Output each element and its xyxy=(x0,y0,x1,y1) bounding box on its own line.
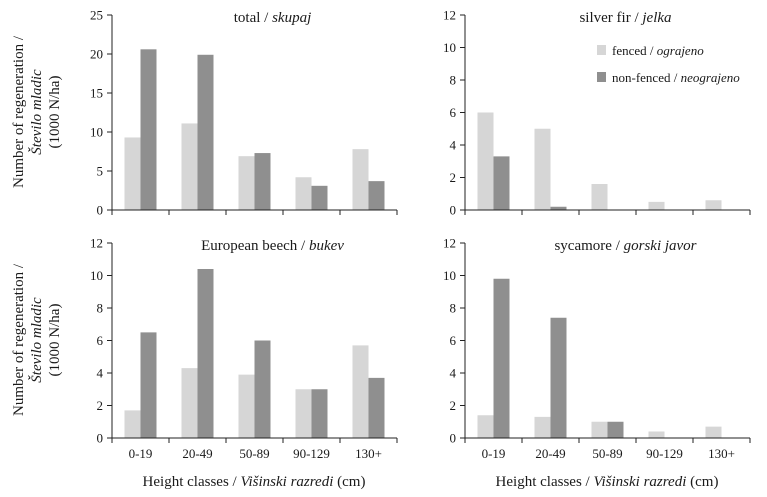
y-tick-label: 6 xyxy=(97,333,104,348)
bar-fenced-1 xyxy=(477,415,494,438)
y-tick-label: 12 xyxy=(443,236,456,251)
bar-non-fenced-1 xyxy=(493,156,510,210)
bar-fenced-2 xyxy=(534,128,551,210)
y-tick-label: 4 xyxy=(450,366,457,381)
y-tick-label: 0 xyxy=(97,431,104,446)
svg-text:Number of regeneration /: Number of regeneration / xyxy=(11,263,27,416)
bar-non-fenced-2 xyxy=(197,54,214,210)
y-tick-label: 4 xyxy=(450,138,457,153)
panel-sycamore: 0 2 4 6 8 10 12 0-19 20-49 50-89 90-129 130+ sycamor… xyxy=(443,236,751,461)
y-axis-label: Number of regeneration / Število mladic (1… xyxy=(11,35,63,188)
y-tick-label: 0 xyxy=(97,203,104,218)
svg-text:(1000 N/ha): (1000 N/ha) xyxy=(47,304,63,377)
bar-fenced-3 xyxy=(238,374,255,438)
x-axis-label: Height classes / Višinski razredi (cm) xyxy=(143,474,366,490)
y-tick-label: 25 xyxy=(90,8,103,23)
bar-fenced-5 xyxy=(352,149,369,210)
y-tick-label: 20 xyxy=(90,47,103,62)
bar-non-fenced-5 xyxy=(368,181,385,210)
bar-non-fenced-1 xyxy=(493,278,510,438)
y-tick-label: 0 xyxy=(450,203,457,218)
bar-fenced-3 xyxy=(238,156,255,210)
y-tick-label: 12 xyxy=(443,8,456,23)
bar-non-fenced-2 xyxy=(197,269,214,438)
bar-non-fenced-3 xyxy=(607,421,624,438)
x-tick-label: 0-19 xyxy=(482,446,506,461)
panel-title: total / skupaj xyxy=(234,10,312,26)
bar-fenced-4 xyxy=(648,201,665,210)
x-tick-label: 90-129 xyxy=(646,446,683,461)
bar-fenced-3 xyxy=(591,184,608,210)
bar-non-fenced-4 xyxy=(311,185,328,210)
x-tick-label: 20-49 xyxy=(535,446,565,461)
y-tick-label: 8 xyxy=(450,301,457,316)
bar-fenced-3 xyxy=(591,421,608,438)
x-tick-label: 130+ xyxy=(708,446,735,461)
panel-european-beech: 0 2 4 6 8 10 12 0-19 20-49 50-89 90-129 130+ Europea… xyxy=(90,236,398,461)
legend-swatch-non-fenced xyxy=(597,72,606,82)
legend-swatch-fenced xyxy=(597,45,606,55)
y-tick-label: 0 xyxy=(450,431,457,446)
panel-title: sycamore / gorski javor xyxy=(554,238,696,254)
y-tick-label: 10 xyxy=(90,268,103,283)
y-tick-label: 2 xyxy=(450,170,457,185)
svg-text:Število mladic: Število mladic xyxy=(28,297,45,383)
y-axis-label: Number of regeneration / Število mladic (1… xyxy=(11,263,63,416)
svg-text:(1000 N/ha): (1000 N/ha) xyxy=(47,76,63,149)
y-tick-label: 6 xyxy=(450,333,457,348)
bar-non-fenced-5 xyxy=(368,377,385,438)
svg-text:Število mladic: Število mladic xyxy=(28,69,45,155)
x-tick-label: 50-89 xyxy=(239,446,269,461)
bar-non-fenced-3 xyxy=(254,153,271,210)
bar-fenced-1 xyxy=(477,112,494,210)
bar-non-fenced-2 xyxy=(550,317,567,438)
x-tick-label: 20-49 xyxy=(182,446,212,461)
x-tick-label: 50-89 xyxy=(592,446,622,461)
panel-total: 0 5 10 15 20 25 total / skupaj xyxy=(90,8,398,218)
bar-non-fenced-1 xyxy=(140,49,157,210)
bar-fenced-4 xyxy=(295,177,312,210)
bar-fenced-5 xyxy=(352,345,369,438)
y-tick-label: 10 xyxy=(443,40,456,55)
bar-fenced-5 xyxy=(705,200,722,210)
x-tick-label: 90-129 xyxy=(293,446,330,461)
bar-non-fenced-3 xyxy=(254,340,271,438)
legend-label-fenced: fenced / ograjeno xyxy=(612,43,704,58)
panel-title: European beech / bukev xyxy=(201,238,344,254)
bar-fenced-4 xyxy=(295,389,312,438)
bar-fenced-1 xyxy=(124,410,141,438)
y-tick-label: 10 xyxy=(90,125,103,140)
bar-fenced-2 xyxy=(181,368,198,438)
y-tick-label: 12 xyxy=(90,236,103,251)
y-tick-label: 15 xyxy=(90,86,103,101)
x-axis-label: Height classes / Višinski razredi (cm) xyxy=(496,474,719,490)
x-tick-label: 130+ xyxy=(355,446,382,461)
panel-silver-fir: 0 2 4 6 8 10 12 silver fir / jelka fenced / ogra… xyxy=(443,8,751,218)
y-tick-label: 2 xyxy=(97,398,104,413)
bar-fenced-4 xyxy=(648,431,665,438)
bar-non-fenced-2 xyxy=(550,206,567,210)
y-tick-label: 2 xyxy=(450,398,457,413)
bar-fenced-1 xyxy=(124,137,141,210)
bar-fenced-2 xyxy=(181,123,198,210)
y-tick-label: 6 xyxy=(450,105,457,120)
y-tick-label: 5 xyxy=(97,164,104,179)
y-tick-label: 8 xyxy=(450,73,457,88)
bar-non-fenced-1 xyxy=(140,332,157,438)
bar-fenced-2 xyxy=(534,416,551,438)
svg-text:Number of regeneration /: Number of regeneration / xyxy=(11,35,27,188)
panel-title: silver fir / jelka xyxy=(579,10,671,26)
y-tick-label: 4 xyxy=(97,366,104,381)
bar-non-fenced-4 xyxy=(311,389,328,438)
y-tick-label: 8 xyxy=(97,301,104,316)
x-tick-label: 0-19 xyxy=(129,446,153,461)
legend-label-non-fenced: non-fenced / neograjeno xyxy=(612,70,740,85)
bar-fenced-5 xyxy=(705,426,722,438)
y-tick-label: 10 xyxy=(443,268,456,283)
